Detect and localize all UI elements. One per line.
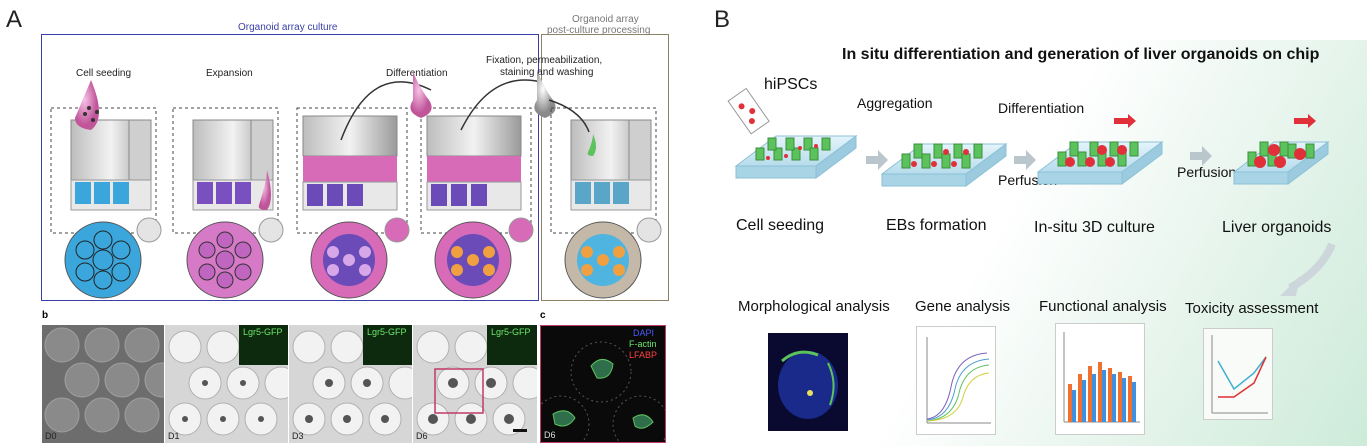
- morphology-image: [768, 333, 848, 431]
- post-title-line2: post-culture processing: [547, 25, 651, 36]
- arrow-3: [1190, 146, 1212, 166]
- well-schematics: [50, 70, 662, 299]
- hipscs-label: hiPSCs: [764, 76, 818, 93]
- panel-a-letter: A: [6, 6, 23, 33]
- micrograph-d3: Lgr5-GFP D3: [289, 325, 412, 443]
- flow-arrow-1: [1114, 114, 1136, 128]
- micrograph-d0: D0: [42, 325, 164, 443]
- step-differentiation: Differentiation: [386, 68, 448, 79]
- staining-unit: [420, 79, 542, 299]
- step-fixation-2: staining and washing: [500, 67, 594, 78]
- toxicity-chart-thumb: [1203, 328, 1273, 420]
- sub-b-label: b: [42, 310, 49, 321]
- culture-frame: [41, 34, 539, 301]
- arrow-2: [1014, 150, 1036, 170]
- day-d0: D0: [45, 431, 57, 441]
- expansion-unit: [172, 107, 284, 299]
- stain-factin: F-actin: [629, 339, 657, 349]
- chip-seeding: [734, 135, 858, 179]
- analysis-toxicity: Toxicity assessment: [1185, 300, 1319, 317]
- gene-chart-thumb: [916, 326, 996, 435]
- step-expansion: Expansion: [206, 68, 253, 79]
- micrograph-d1: Lgr5-GFP D1: [165, 325, 288, 443]
- post-culture-frame: [541, 34, 669, 301]
- differentiation-unit: [296, 81, 432, 299]
- stain-day: D6: [544, 430, 556, 440]
- stain-dapi: DAPI: [633, 328, 655, 338]
- panel-b-title: In situ differentiation and generation o…: [842, 46, 1320, 63]
- gray-drop: [534, 70, 556, 118]
- stain-lfabp: LFABP: [629, 350, 658, 360]
- stain-image: DAPI F-actin LFABP D6: [540, 325, 666, 443]
- chip-eb: [880, 143, 1008, 187]
- post-title-line1: Organoid array: [572, 14, 639, 25]
- pink-drop: [410, 72, 432, 118]
- aggregation-label: Aggregation: [857, 95, 933, 111]
- day-d6: D6: [416, 431, 428, 441]
- stage-eb-formation: EBs formation: [886, 217, 987, 234]
- differentiation-label: Differentiation: [998, 100, 1085, 116]
- step-fixation-1: Fixation, permeabilization,: [486, 55, 603, 66]
- day-d3: D3: [292, 431, 304, 441]
- micrograph-d6: Lgr5-GFP D6: [413, 325, 537, 443]
- analysis-morphological: Morphological analysis: [738, 298, 890, 315]
- chip-3d: [1036, 114, 1164, 185]
- day-d1: D1: [168, 431, 180, 441]
- inset-label-d1: Lgr5-GFP: [243, 327, 283, 337]
- analysis-gene: Gene analysis: [915, 298, 1011, 315]
- step-seeding: Cell seeding: [76, 68, 132, 79]
- stage-liver-organoids: Liver organoids: [1222, 219, 1332, 236]
- chip-diagrams: [727, 87, 1330, 187]
- post-processing-unit: [548, 99, 662, 299]
- inset-label-d3: Lgr5-GFP: [367, 327, 407, 337]
- stage-3d-culture: In-situ 3D culture: [1034, 219, 1155, 236]
- inset-label-d6: Lgr5-GFP: [491, 327, 531, 337]
- curved-arrow: [1280, 242, 1336, 296]
- sub-c-label: c: [540, 310, 546, 321]
- pipette: [727, 87, 770, 135]
- chip-organoid: [1232, 114, 1330, 185]
- functional-chart-thumb: [1055, 323, 1145, 435]
- flow-arrow-2: [1294, 114, 1316, 128]
- panel-b-letter: B: [714, 6, 731, 33]
- perfusion-label-2: Perfusion: [1177, 164, 1237, 180]
- arrow-1: [866, 150, 888, 170]
- stage-cell-seeding: Cell seeding: [736, 217, 825, 234]
- culture-title: Organoid array culture: [238, 22, 338, 33]
- analysis-functional: Functional analysis: [1039, 298, 1167, 315]
- seeding-unit: [50, 80, 162, 299]
